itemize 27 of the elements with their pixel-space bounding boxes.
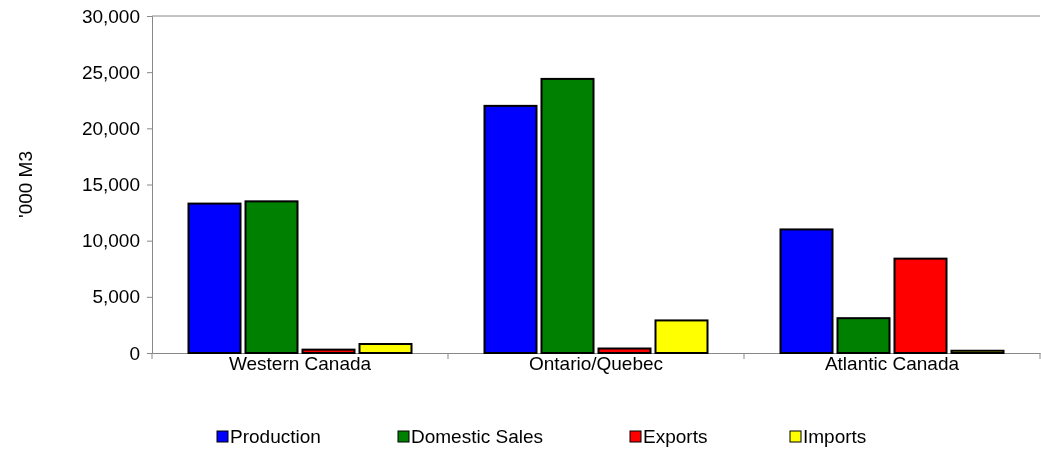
- y-tick-label: 5,000: [92, 286, 140, 308]
- bar: [483, 104, 538, 354]
- legend-label: Production: [230, 426, 321, 447]
- bar: [950, 349, 1005, 354]
- bar: [301, 348, 356, 354]
- y-axis-title: '000 M3: [15, 150, 36, 219]
- y-tick-label: 20,000: [81, 117, 140, 139]
- y-tick-label: 30,000: [81, 5, 140, 27]
- bar: [893, 257, 948, 354]
- x-tick-label: Ontario/Quebec: [528, 353, 664, 374]
- y-tick-label: 0: [129, 342, 140, 364]
- y-tick-label: 15,000: [81, 174, 140, 196]
- bar: [779, 228, 834, 354]
- bar: [597, 347, 652, 354]
- bar: [358, 343, 413, 354]
- bar: [836, 317, 891, 354]
- y-tick-label: 25,000: [81, 61, 140, 83]
- legend-label: Exports: [643, 426, 708, 447]
- bar: [654, 319, 709, 354]
- x-tick-label: Atlantic Canada: [824, 353, 960, 374]
- bar: [244, 200, 299, 354]
- legend-label: Domestic Sales: [411, 426, 543, 447]
- bar: [187, 202, 242, 354]
- bar: [540, 77, 595, 354]
- legend-label: Imports: [803, 426, 867, 447]
- y-tick-label: 10,000: [81, 230, 140, 252]
- x-tick-label: Western Canada: [228, 353, 372, 374]
